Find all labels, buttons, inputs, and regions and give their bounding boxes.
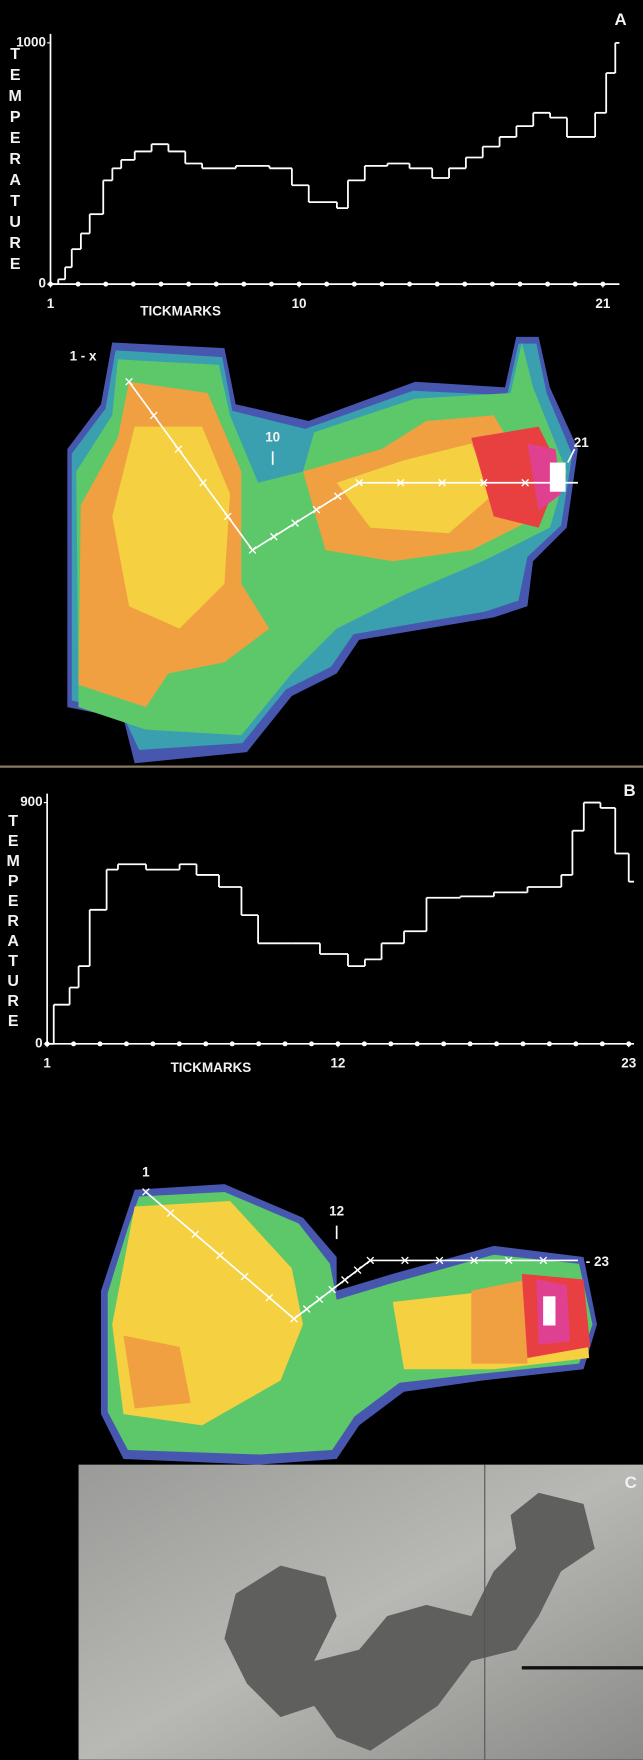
figure: A B C 1 - x 10 21 1 12 - 23 0100011021TI… [0,0,643,1760]
axis-dot [324,282,329,287]
axis-dot [131,282,136,287]
map-hotspot [550,463,566,492]
y-tick-label: 0 [35,1035,42,1050]
map-label: 1 - x [70,349,97,364]
axis-dot [309,1041,314,1046]
panel-label: A [614,10,626,29]
x-tick-label: 23 [621,1056,636,1071]
y-axis-label: TEMPERATURE [6,812,20,1032]
axis-dot [124,1041,129,1046]
axis-dot [214,282,219,287]
axis-dot [256,1041,261,1046]
axis-dot [441,1041,446,1046]
y-axis-label: TEMPERATURE [8,44,22,275]
map-zone [471,1279,527,1363]
map-hotspot [543,1296,555,1325]
axis-dot [547,1041,552,1046]
axis-dot [573,282,578,287]
y-tick-label: 900 [20,794,42,809]
map-label: 1 [142,1164,150,1179]
y-tick-label: 0 [39,276,46,291]
map-label: 12 [329,1204,344,1219]
axis-dot [150,1041,155,1046]
axis-dot [352,282,357,287]
axis-dot [468,1041,473,1046]
map-label: - 23 [586,1254,609,1269]
heatmap-a [67,337,578,763]
axis-dot [159,282,164,287]
axis-dot [494,1041,499,1046]
axis-dot [71,1041,76,1046]
axis-dot [203,1041,208,1046]
figure-canvas: A B C 1 - x 10 21 1 12 - 23 0100011021TI… [0,0,643,1760]
axis-dot [388,1041,393,1046]
axis-dot [600,1041,605,1046]
axis-dot [490,282,495,287]
map-label: 21 [574,435,589,450]
axis-dot [415,1041,420,1046]
x-axis-label: TICKMARKS [171,1060,252,1075]
axis-dot [521,1041,526,1046]
axis-dot [435,282,440,287]
panel-label: C [625,1473,637,1492]
x-tick-label: 12 [330,1056,345,1071]
axis-dot [379,282,384,287]
axis-dot [103,282,108,287]
axis-dot [269,282,274,287]
x-tick-label: 1 [43,1056,51,1071]
x-axis-label: TICKMARKS [140,304,221,319]
map-label: 10 [265,429,280,444]
axis-dot [362,1041,367,1046]
transect-marker [354,1267,361,1274]
transect-marker [342,1276,349,1283]
axis-dot [407,282,412,287]
axis-dot [241,282,246,287]
axis-dot [283,1041,288,1046]
axis-dot [76,282,81,287]
micrograph [79,1465,643,1760]
axis-dot [545,282,550,287]
x-tick-label: 1 [47,296,55,311]
axis-dot [186,282,191,287]
axis-dot [98,1041,103,1046]
heatmap-b [101,1184,597,1465]
x-tick-label: 10 [292,296,307,311]
x-tick-label: 21 [595,296,610,311]
axis-dot [462,282,467,287]
panel-label: B [623,781,635,800]
axis-dot [573,1041,578,1046]
axis-dot [230,1041,235,1046]
axis-dot [177,1041,182,1046]
axis-dot [518,282,523,287]
